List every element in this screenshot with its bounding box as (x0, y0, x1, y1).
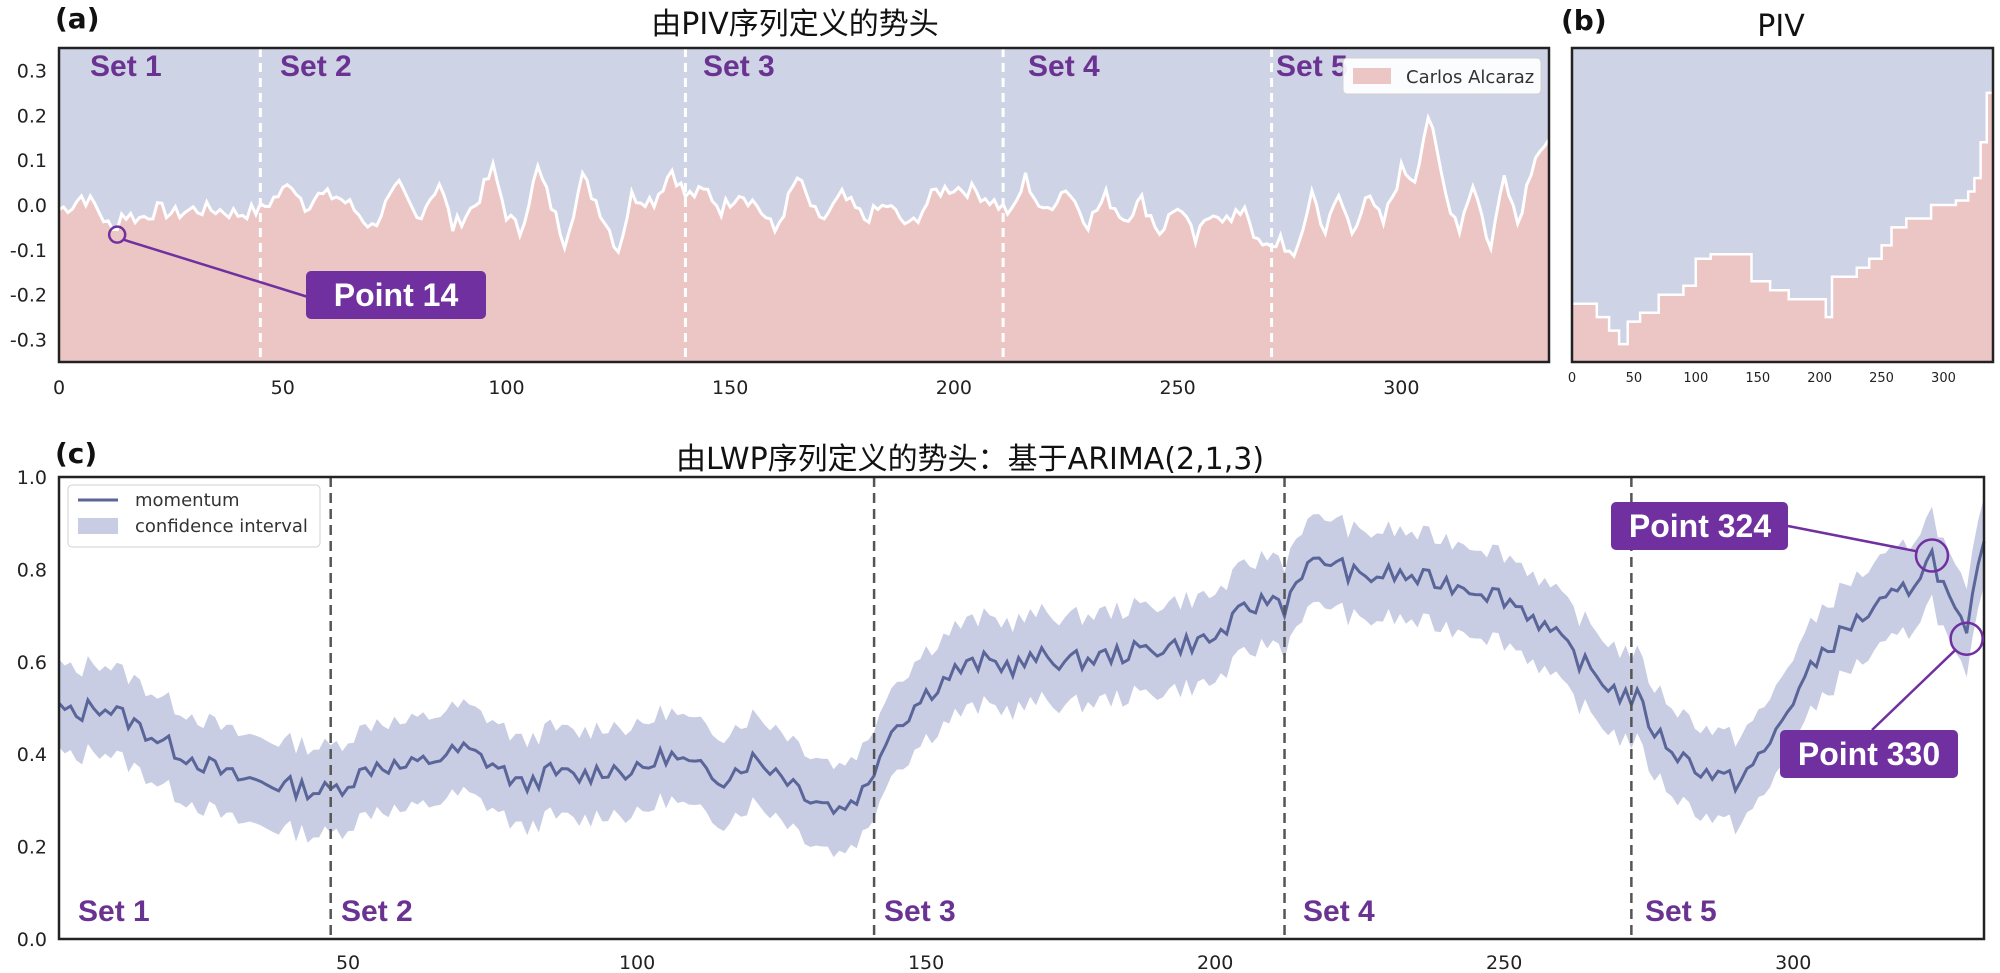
panel-c-y-tick: 0.8 (17, 559, 47, 581)
panel-a-legend-text: Carlos Alcaraz (1406, 67, 1534, 88)
panel-a-title: 由PIV序列定义的势头 (651, 7, 938, 42)
panel-c-y-tick: 0.6 (17, 652, 47, 674)
panel-a-x-tick: 0 (53, 377, 65, 399)
panel-a-highlight-circle (107, 225, 127, 244)
panel-a-set-2-label: Set 2 (280, 50, 352, 83)
panel-c-y-tick: 0.4 (17, 744, 47, 766)
panel-a-x-tick: 300 (1383, 377, 1419, 399)
panel-c-set-4-label: Set 4 (1303, 895, 1375, 928)
panel-b-line (1572, 91, 1993, 346)
panel-a-point-14-callout: Point 14 (107, 225, 486, 319)
panel-b-frame (1570, 46, 1995, 364)
panel-a-momentum-line (58, 112, 1551, 259)
panel-a-frame (57, 46, 1551, 364)
panel-a-x-tick: 50 (271, 377, 295, 399)
panel-c-momentum-line (57, 541, 1986, 816)
panel-b-x-tick: 100 (1683, 371, 1708, 386)
panel-a-set-3-label: Set 3 (703, 50, 775, 83)
panel-a-x-tick: 250 (1159, 377, 1195, 399)
panel-c-callout-324-text: Point 324 (1629, 508, 1771, 544)
panel-c-x-axis: 50 100 150 200 250 300 (336, 952, 1811, 973)
panel-c: (c) 由LWP序列定义的势头：基于ARIMA(2,1,3) 0.0 0.2 0.4… (17, 437, 1986, 973)
panel-c-highlight-324 (1914, 538, 1950, 573)
panel-c-legend-momentum: momentum (135, 490, 240, 511)
panel-b-x-axis: 0 50 100 150 200 250 300 (1568, 371, 1956, 386)
panel-b-x-tick: 150 (1745, 371, 1770, 386)
panel-c-highlight-330 (1949, 621, 1984, 656)
panel-c-set-boundaries (329, 477, 1633, 939)
panel-c-y-tick: 0.0 (17, 929, 47, 951)
panel-c-set-3-label: Set 3 (884, 895, 956, 928)
panel-a-legend-box (1342, 57, 1542, 95)
panel-a-x-tick: 200 (936, 377, 972, 399)
panel-a-callout-box (306, 271, 486, 319)
panel-c-legend-box (67, 484, 321, 548)
panel-c-x-tick: 100 (619, 952, 655, 973)
panel-c-label: (c) (55, 437, 97, 470)
panel-a-y-tick: 0.2 (17, 105, 47, 127)
panel-b-x-tick: 200 (1807, 371, 1832, 386)
panel-a-x-axis: 0 50 100 150 200 250 300 (53, 377, 1420, 399)
panel-c-callout-330-leader (1871, 648, 1957, 731)
panel-c-y-axis: 0.0 0.2 0.4 0.6 0.8 1.0 (17, 467, 47, 951)
panel-c-legend: momentum confidence interval (67, 484, 321, 548)
panel-c-callout-324-box (1611, 502, 1788, 550)
panel-a-callout-text: Point 14 (334, 277, 459, 313)
panel-c-confidence-band (59, 497, 1984, 858)
panel-c-point-330-callout: Point 330 (1780, 621, 1984, 778)
panel-b-x-tick: 0 (1568, 371, 1576, 386)
panel-a-y-axis: -0.3 -0.2 -0.1 0.0 0.1 0.2 0.3 (10, 60, 47, 351)
panel-a-set-5-label: Set 5 (1276, 50, 1348, 83)
panel-a-y-tick: -0.1 (10, 240, 47, 262)
panel-c-title: 由LWP序列定义的势头：基于ARIMA(2,1,3) (676, 442, 1264, 477)
panel-c-callout-330-text: Point 330 (1798, 736, 1940, 772)
panel-c-x-tick: 50 (336, 952, 360, 973)
panel-b-label: (b) (1561, 4, 1607, 37)
panel-a-label: (a) (55, 2, 100, 35)
panel-c-set-2-label: Set 2 (341, 895, 413, 928)
panel-a-y-tick: -0.3 (10, 330, 47, 352)
panel-a-y-tick: -0.2 (10, 285, 47, 307)
panel-c-callout-330-box (1780, 730, 1958, 778)
panel-a-y-tick: 0.3 (17, 60, 47, 82)
panel-a-set-4-label: Set 4 (1028, 50, 1100, 83)
panel-a-y-tick: 0.1 (17, 150, 47, 172)
panel-c-x-tick: 250 (1486, 952, 1522, 973)
panel-b: (b) PIV 0 50 100 150 200 250 300 (1561, 4, 1995, 386)
panel-b-x-tick: 50 (1626, 371, 1643, 386)
panel-a-legend: Carlos Alcaraz (1342, 57, 1542, 95)
panel-c-legend-ci: confidence interval (135, 516, 308, 537)
panel-c-set-1-label: Set 1 (78, 895, 150, 928)
panel-c-y-tick: 0.2 (17, 837, 47, 859)
panel-b-title: PIV (1757, 9, 1805, 44)
panel-c-point-324-callout: Point 324 (1611, 502, 1950, 573)
panel-c-y-tick: 1.0 (17, 467, 47, 489)
panel-c-frame (57, 475, 1986, 941)
panel-c-legend-band-swatch (78, 518, 118, 534)
panel-c-callout-324-leader (1787, 524, 1919, 553)
panel-a-legend-swatch (1353, 68, 1391, 84)
panel-c-set-5-label: Set 5 (1645, 895, 1717, 928)
panel-b-x-tick: 250 (1869, 371, 1894, 386)
panel-a-set-1-label: Set 1 (90, 50, 162, 83)
panel-a-x-tick: 100 (488, 377, 524, 399)
panel-a: (a) 由PIV序列定义的势头 -0.3 -0.2 -0.1 0.0 0.1 0.2 0.3… (10, 2, 1551, 399)
panel-c-x-tick: 300 (1775, 952, 1811, 973)
panel-a-callout-leader (122, 238, 309, 299)
panel-c-x-tick: 150 (908, 952, 944, 973)
panel-b-x-tick: 300 (1931, 371, 1956, 386)
panel-a-y-tick: 0.0 (17, 195, 47, 217)
panel-a-set-boundaries (258, 48, 1274, 362)
panel-a-x-tick: 150 (712, 377, 748, 399)
panel-c-x-tick: 200 (1197, 952, 1233, 973)
